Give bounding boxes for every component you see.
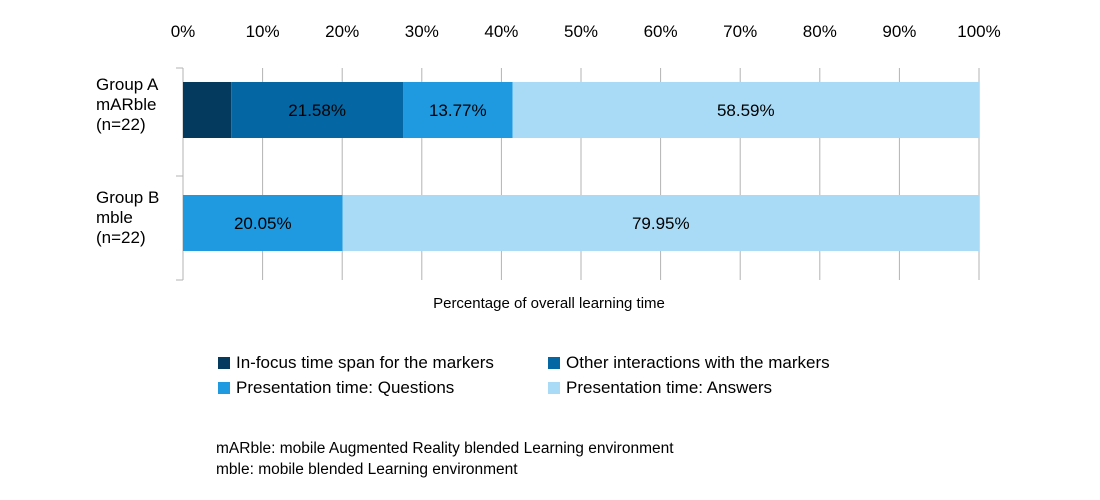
category-label: (n=22) (96, 228, 146, 247)
legend-label: Presentation time: Questions (236, 377, 455, 397)
legend-swatch (218, 381, 230, 394)
bar-segment (231, 82, 404, 138)
x-tick-label: 50% (564, 22, 598, 41)
legend-label: Other interactions with the markers (566, 352, 830, 372)
x-tick-label: 100% (957, 22, 1000, 41)
legend: In-focus time span for the markers Other … (218, 352, 918, 398)
bar-value-label: 79.95% (632, 214, 690, 233)
x-tick-label: 30% (405, 22, 439, 41)
footnote-mble: mble: mobile blended Learning environmen… (216, 461, 518, 478)
legend-item: Presentation time: Answers (548, 377, 888, 398)
legend-item: In-focus time span for the markers (218, 352, 548, 373)
bar-value-label: 20.05% (234, 214, 292, 233)
legend-swatch (548, 381, 560, 394)
legend-item: Presentation time: Questions (218, 377, 548, 398)
bar-segment (183, 195, 343, 251)
x-axis-title: Percentage of overall learning time (433, 295, 665, 312)
category-label: mARble (96, 95, 156, 114)
category-label: Group A (96, 75, 159, 94)
bar-segment (403, 82, 513, 138)
legend-swatch (218, 356, 230, 369)
legend-item: Other interactions with the markers (548, 352, 888, 373)
x-tick-label: 60% (644, 22, 678, 41)
bar-segment (342, 195, 979, 251)
bar-value-label: 21.58% (288, 101, 346, 120)
bar-segment (183, 82, 232, 138)
bar-segment (512, 82, 979, 138)
x-tick-label: 40% (484, 22, 518, 41)
bar-value-label: 58.59% (717, 101, 775, 120)
footnotes: mARble: mobile Augmented Reality blended… (216, 438, 674, 480)
x-tick-label: 80% (803, 22, 837, 41)
legend-label: In-focus time span for the markers (236, 352, 494, 372)
x-tick-label: 90% (882, 22, 916, 41)
legend-swatch (548, 356, 560, 369)
x-tick-label: 0% (171, 22, 196, 41)
bar-value-label: 13.77% (429, 101, 487, 120)
bars (183, 82, 979, 251)
data-labels: 21.58% 13.77% 58.59% 20.05% 79.95% (234, 101, 775, 233)
category-label: Group B (96, 188, 159, 207)
x-axis-ticks: 0% 10% 20% 30% 40% 50% 60% 70% 80% 90% 100% (171, 22, 1001, 41)
x-tick-label: 10% (246, 22, 280, 41)
category-label: mble (96, 208, 133, 227)
legend-label: Presentation time: Answers (566, 377, 772, 397)
x-tick-label: 70% (723, 22, 757, 41)
x-tick-label: 20% (325, 22, 359, 41)
footnote-marble: mARble: mobile Augmented Reality blended… (216, 440, 674, 457)
category-label: (n=22) (96, 115, 146, 134)
